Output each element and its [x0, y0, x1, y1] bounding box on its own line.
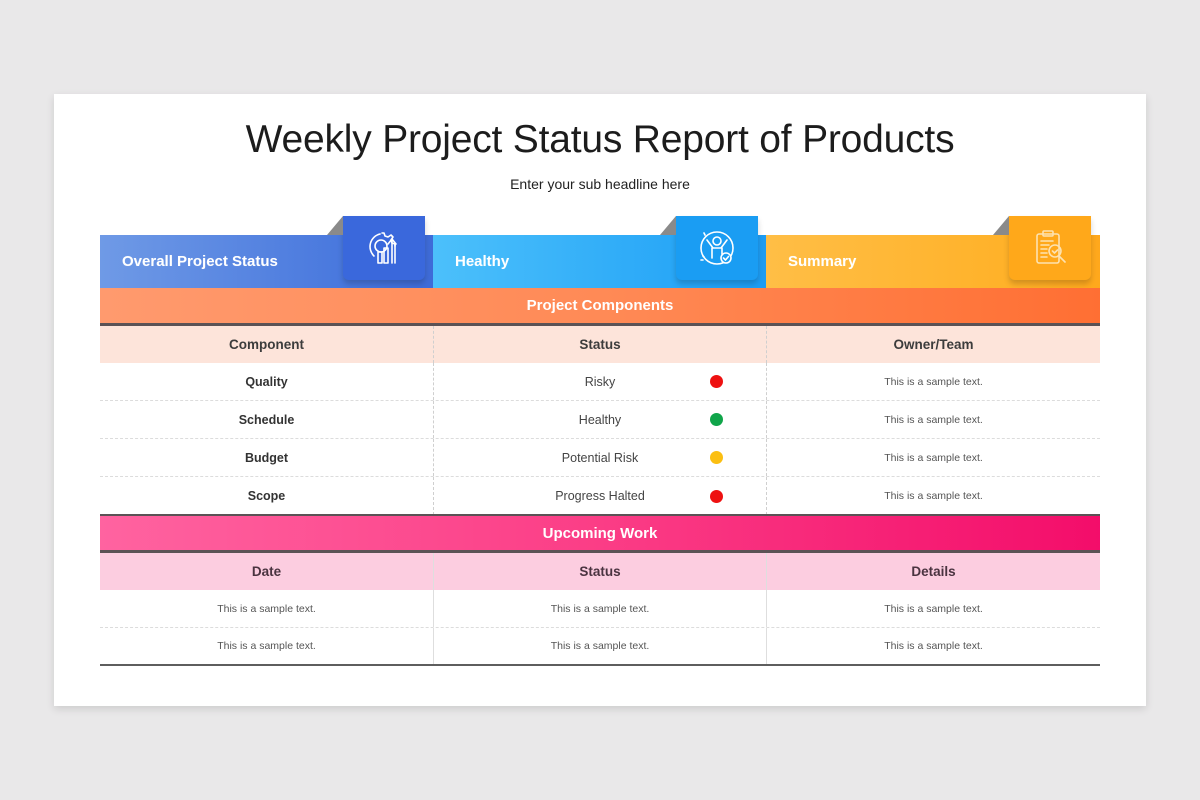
- table-row: Schedule Healthy This is a sample text.: [100, 401, 1100, 439]
- column-header-component: Component: [229, 337, 304, 352]
- status-label: Risky: [584, 374, 616, 389]
- table-row: This is a sample text. This is a sample …: [100, 590, 1100, 628]
- gear-chart-growth-icon: [327, 216, 425, 280]
- table-row: Scope Progress Halted This is a sample t…: [100, 477, 1100, 515]
- green-status-dot-icon: [710, 413, 723, 426]
- status-cell: Potential Risk: [433, 439, 766, 476]
- details-cell: This is a sample text.: [766, 628, 1100, 664]
- table-row: Quality Risky This is a sample text.: [100, 363, 1100, 401]
- table-row: Budget Potential Risk This is a sample t…: [100, 439, 1100, 477]
- column-header-status: Status: [433, 326, 766, 363]
- component-name: Schedule: [238, 412, 295, 427]
- slide: Weekly Project Status Report of Products…: [54, 94, 1146, 706]
- status-cell: Progress Halted: [433, 477, 766, 515]
- fold-corner: [327, 216, 343, 235]
- fold-corner: [660, 216, 676, 235]
- page-subtitle: Enter your sub headline here: [510, 176, 690, 192]
- details-cell: This is a sample text.: [766, 590, 1100, 627]
- red-status-dot-icon: [710, 489, 723, 503]
- status-cell: This is a sample text.: [433, 628, 766, 664]
- owner-cell: This is a sample text.: [766, 477, 1100, 515]
- date-cell: This is a sample text.: [217, 640, 316, 652]
- status-label: Progress Halted: [555, 489, 645, 503]
- section-upcoming-work: Upcoming Work: [100, 514, 1100, 553]
- happy-person-check-icon: [660, 216, 758, 280]
- yellow-status-dot-icon: [710, 451, 723, 464]
- banner-label: Healthy: [455, 253, 510, 270]
- table-header-row: Date Status Details: [100, 553, 1100, 590]
- column-header-details: Details: [766, 553, 1100, 590]
- owner-cell: This is a sample text.: [766, 439, 1100, 476]
- status-label: Healthy: [578, 412, 622, 427]
- column-header-status: Status: [433, 553, 766, 590]
- clipboard-magnifier-icon: [993, 216, 1091, 280]
- banner-label: Summary: [788, 253, 857, 270]
- component-name: Scope: [247, 489, 286, 503]
- column-header-date: Date: [251, 564, 282, 579]
- fold-corner: [993, 216, 1009, 235]
- component-name: Quality: [245, 374, 288, 389]
- section-project-components: Project Components: [100, 288, 1100, 326]
- table-header-row: Component Status Owner/Team: [100, 326, 1100, 363]
- status-label: Potential Risk: [561, 450, 639, 465]
- date-cell: This is a sample text.: [217, 602, 316, 615]
- banner-label: Overall Project Status: [122, 253, 278, 270]
- table-row: This is a sample text. This is a sample …: [100, 628, 1100, 666]
- project-components-table: Component Status Owner/Team Quality Risk…: [100, 326, 1100, 515]
- status-cell: Healthy: [433, 401, 766, 438]
- status-banner-row: Overall Project Status Healthy Summary: [100, 216, 1100, 288]
- status-cell: This is a sample text.: [433, 590, 766, 627]
- component-name: Budget: [244, 450, 289, 465]
- page-title: Weekly Project Status Report of Products: [245, 118, 955, 161]
- column-header-owner-team: Owner/Team: [766, 326, 1100, 363]
- upcoming-work-table: Date Status Details This is a sample tex…: [100, 553, 1100, 666]
- status-cell: Risky: [433, 363, 766, 400]
- red-status-dot-icon: [710, 375, 723, 388]
- owner-cell: This is a sample text.: [766, 401, 1100, 438]
- owner-cell: This is a sample text.: [766, 363, 1100, 400]
